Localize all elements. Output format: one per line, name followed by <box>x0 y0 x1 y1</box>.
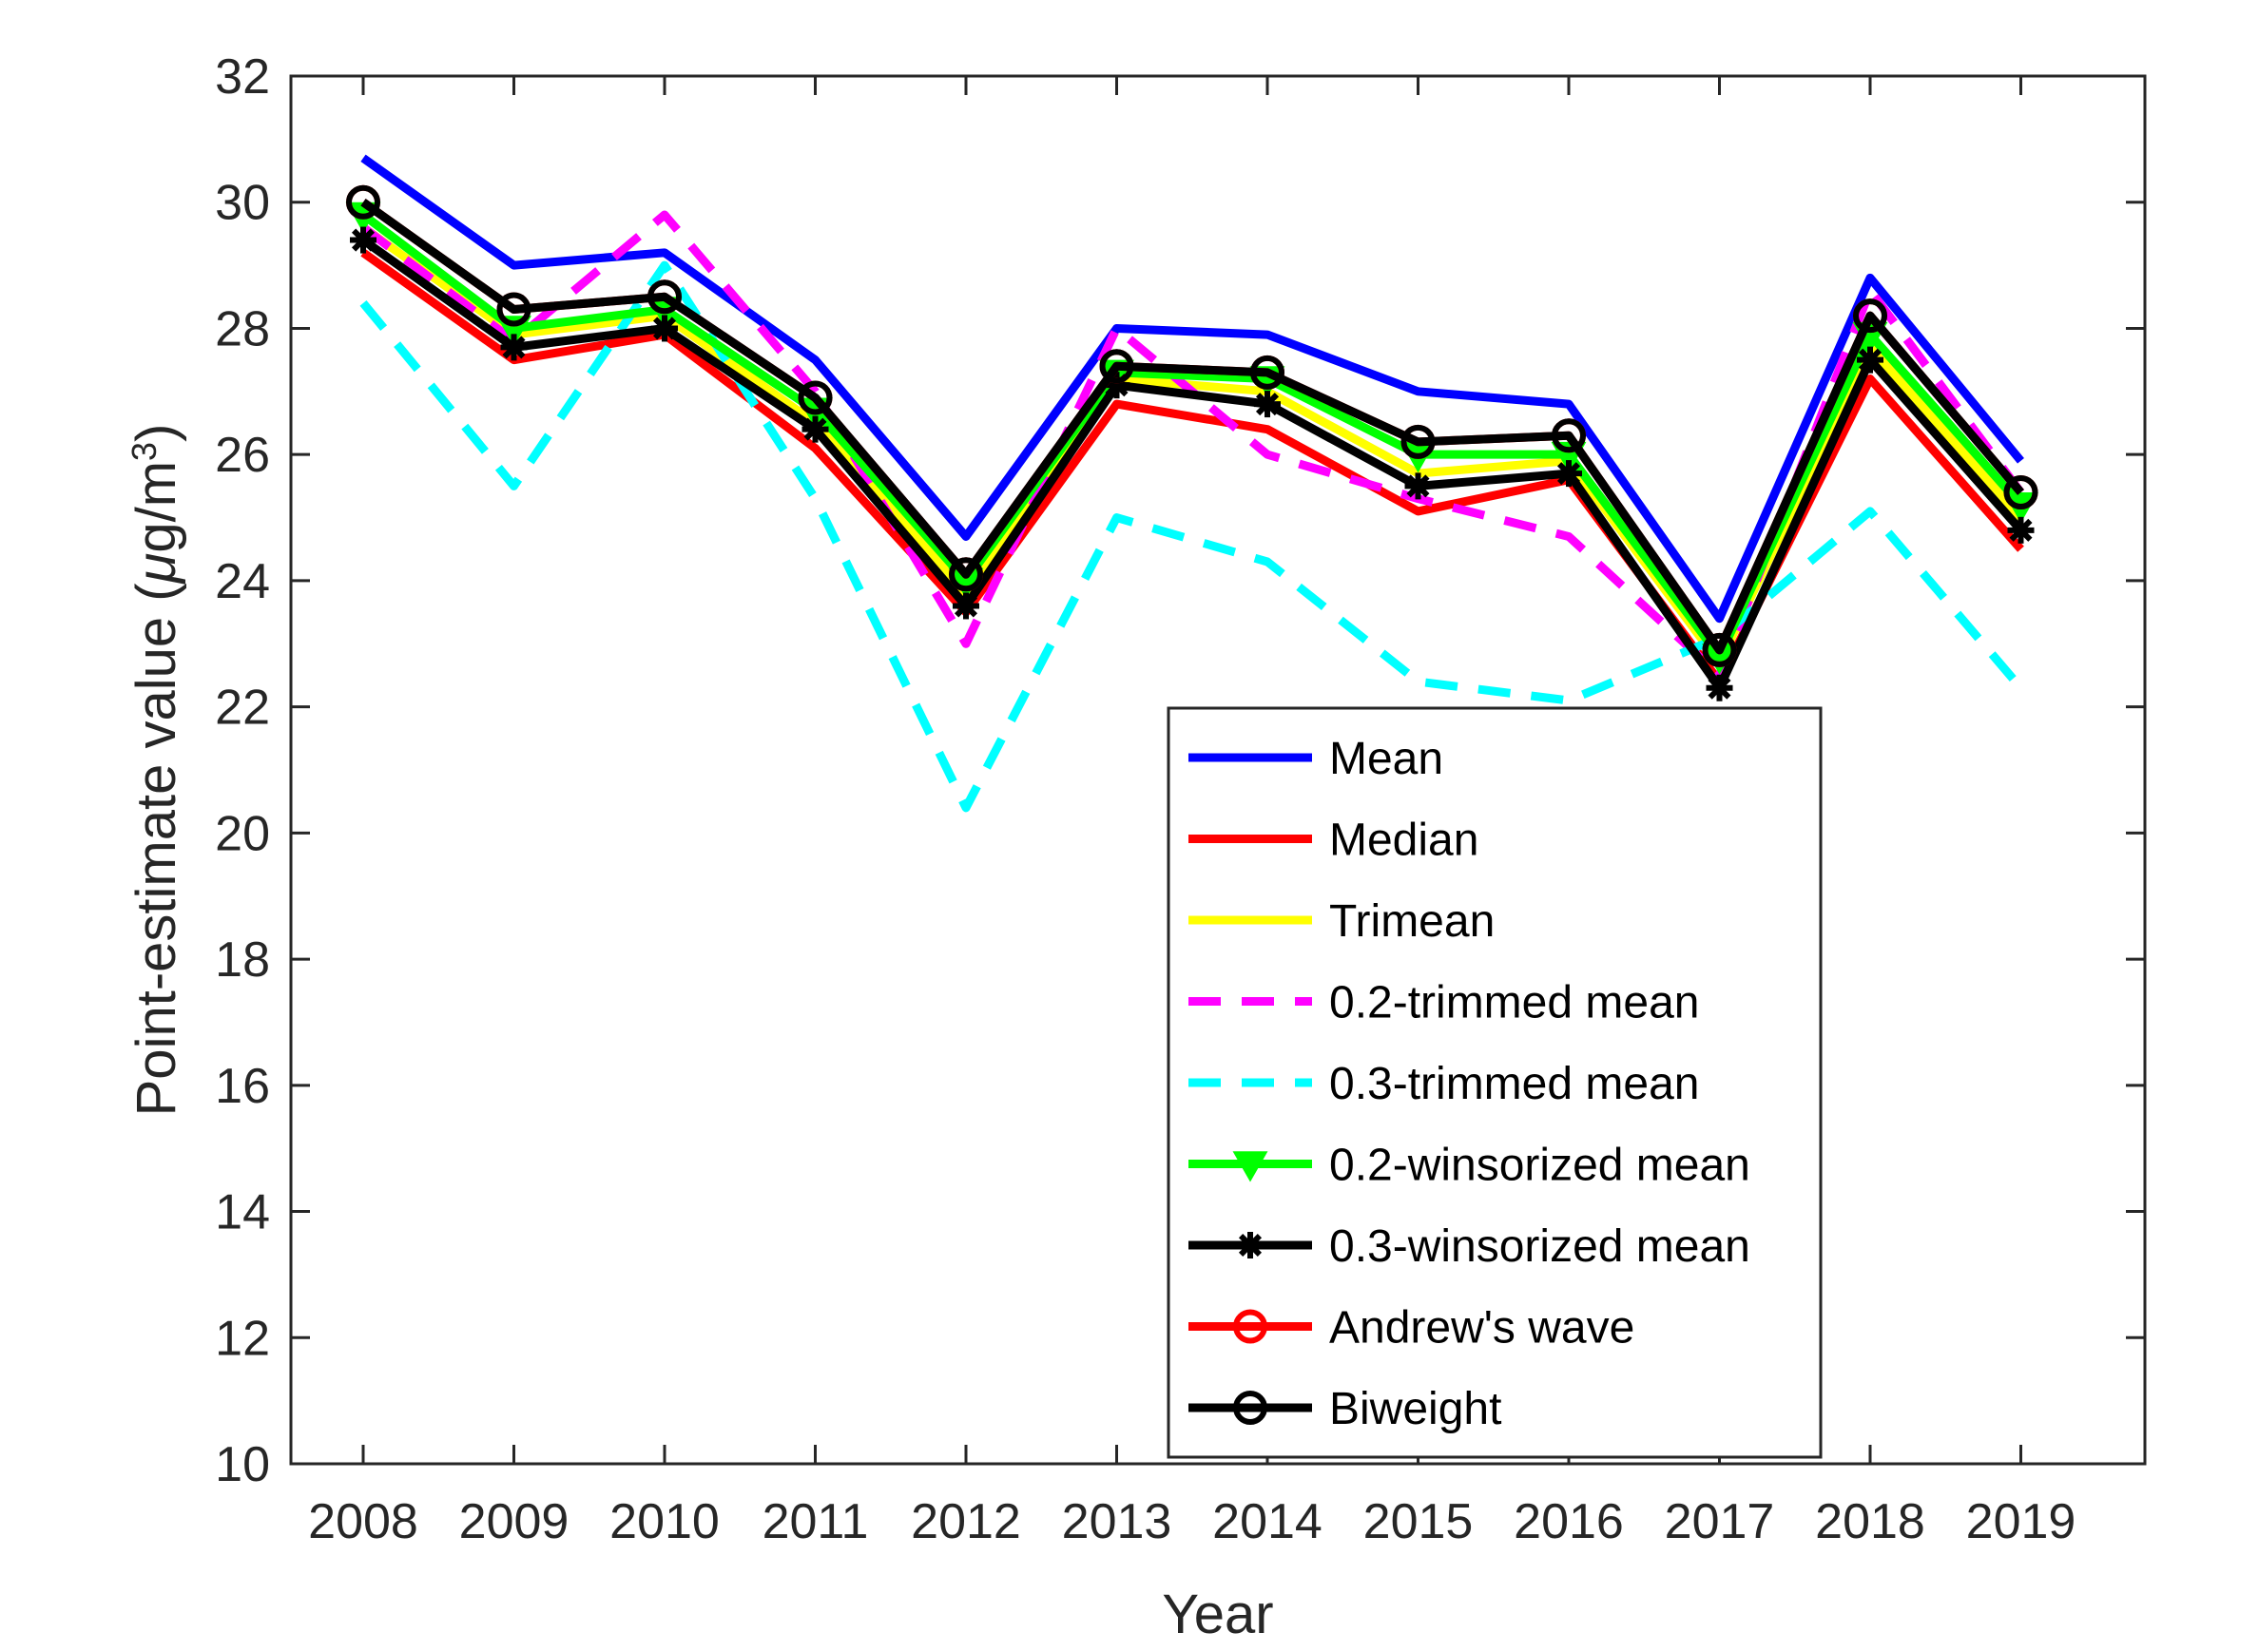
data-point-0-3-winsorized-mean <box>1706 674 1733 701</box>
y-tick-label: 18 <box>215 932 270 988</box>
data-point-biweight <box>1702 632 1737 667</box>
data-point-biweight <box>2003 475 2038 509</box>
y-tick-label: 22 <box>215 681 270 736</box>
data-point-0-3-winsorized-mean <box>500 334 528 361</box>
data-point-0-3-winsorized-mean <box>1254 391 1281 418</box>
star-stroke <box>1406 474 1430 498</box>
x-tick-label: 2008 <box>308 1494 418 1549</box>
legend-marker-andrew-s-wave <box>1233 1309 1267 1344</box>
series-line-mean <box>360 154 2024 624</box>
star-stroke <box>1556 462 1581 486</box>
y-tick-label: 14 <box>215 1185 270 1240</box>
series-line-biweight <box>360 199 2024 655</box>
star-stroke <box>1708 676 1731 700</box>
legend-items: Mean Median Trimean 0.2-trimmed mean 0.3-tri… <box>1188 734 1750 1434</box>
data-point-biweight <box>1250 355 1284 390</box>
legend-label-0-2-winsorized-mean: 0.2-winsorized mean <box>1329 1141 1750 1191</box>
data-point-0-3-winsorized-mean <box>2007 516 2035 544</box>
legend-marker-0-3-winsorized-mean <box>1237 1232 1264 1258</box>
legend-label-median: Median <box>1329 816 1478 866</box>
data-point-0-3-winsorized-mean <box>801 415 829 443</box>
x-tick-label: 2013 <box>1062 1494 1172 1549</box>
y-tick-label: 16 <box>215 1059 270 1114</box>
y-tick-label: 28 <box>215 301 270 356</box>
legend: Mean Median Trimean 0.2-trimmed mean 0.3-tri… <box>1167 706 1823 1459</box>
x-tick-label: 2014 <box>1212 1494 1323 1549</box>
star-stroke <box>652 317 677 340</box>
x-tick-label: 2012 <box>911 1494 1021 1549</box>
x-tick-label: 2009 <box>459 1494 570 1549</box>
legend-marker-biweight <box>1233 1391 1267 1425</box>
data-point-biweight <box>647 279 682 315</box>
y-tick-label: 24 <box>215 554 270 609</box>
data-point-0-3-winsorized-mean <box>350 226 376 254</box>
x-tick-label: 2019 <box>1966 1494 2076 1549</box>
data-point-0-3-winsorized-mean <box>1404 472 1432 500</box>
y-axis-label: Point-estimate value (μg/m3) <box>125 424 187 1117</box>
y-tick-label: 10 <box>215 1437 270 1492</box>
data-point-0-3-winsorized-mean <box>953 592 979 620</box>
x-tick-label: 2018 <box>1815 1494 1925 1549</box>
x-tick-label: 2010 <box>609 1494 720 1549</box>
data-point-0-3-winsorized-mean <box>1857 346 1883 374</box>
y-tick-label: 12 <box>215 1311 270 1366</box>
legend-label-trimean: Trimean <box>1329 896 1495 947</box>
data-point-biweight <box>1400 424 1436 459</box>
axes-box <box>289 74 2147 1466</box>
data-point-biweight <box>798 380 833 415</box>
legend-box <box>1167 706 1823 1459</box>
data-point-biweight <box>1853 298 1887 334</box>
star-stroke <box>351 228 376 252</box>
data-point-biweight <box>1099 349 1134 384</box>
axis-ticks: 10 12 14 16 18 20 22 24 26 28 30 32 2008 2009 2010 2011… <box>215 49 2145 1549</box>
legend-label-mean: Mean <box>1329 734 1443 784</box>
x-tick-label: 2011 <box>763 1494 869 1549</box>
star-stroke <box>1858 348 1882 372</box>
star-stroke <box>954 594 978 618</box>
x-axis-label: Year <box>1162 1584 1273 1645</box>
y-tick-label: 26 <box>215 428 270 483</box>
legend-label-0-3-trimmed-mean: 0.3-trimmed mean <box>1329 1059 1699 1109</box>
star-stroke <box>803 417 827 441</box>
y-tick-label: 20 <box>215 806 270 861</box>
data-point-biweight <box>949 557 983 592</box>
data-point-biweight <box>346 184 380 220</box>
y-tick-label: 32 <box>215 49 270 105</box>
x-tick-label: 2016 <box>1514 1494 1624 1549</box>
series-layer <box>345 154 2038 813</box>
star-stroke <box>502 336 526 359</box>
data-point-0-3-winsorized-mean <box>1555 460 1582 488</box>
data-point-biweight <box>1552 418 1586 453</box>
star-stroke <box>1238 1233 1263 1258</box>
x-tick-label: 2017 <box>1665 1494 1775 1549</box>
legend-label-0-3-winsorized-mean: 0.3-winsorized mean <box>1329 1221 1750 1272</box>
series-line-0-3-winsorized-mean <box>360 236 2024 693</box>
legend-label-biweight: Biweight <box>1329 1384 1501 1434</box>
star-stroke <box>1255 393 1280 416</box>
legend-label-andrew-s-wave: Andrew's wave <box>1329 1303 1634 1354</box>
x-tick-label: 2015 <box>1363 1494 1474 1549</box>
legend-marker-0-2-winsorized-mean <box>1232 1151 1268 1182</box>
data-point-biweight <box>496 292 531 327</box>
star-stroke <box>2009 518 2033 542</box>
legend-label-0-2-trimmed-mean: 0.2-trimmed mean <box>1329 978 1699 1028</box>
series-line-0-3-trimmed-mean <box>359 260 2024 813</box>
data-point-0-3-winsorized-mean <box>651 315 678 342</box>
y-tick-label: 30 <box>215 176 270 231</box>
